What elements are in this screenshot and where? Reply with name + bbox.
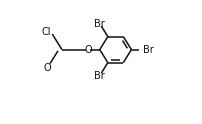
FancyBboxPatch shape [85,47,90,52]
Text: Br: Br [94,71,105,81]
FancyBboxPatch shape [96,73,103,78]
Text: O: O [84,45,92,55]
Text: Br: Br [94,19,105,29]
FancyBboxPatch shape [96,21,103,26]
FancyBboxPatch shape [139,47,147,52]
Text: Br: Br [143,45,154,55]
Text: Cl: Cl [41,27,51,37]
Text: O: O [43,63,51,73]
FancyBboxPatch shape [48,65,53,70]
FancyBboxPatch shape [46,29,56,34]
